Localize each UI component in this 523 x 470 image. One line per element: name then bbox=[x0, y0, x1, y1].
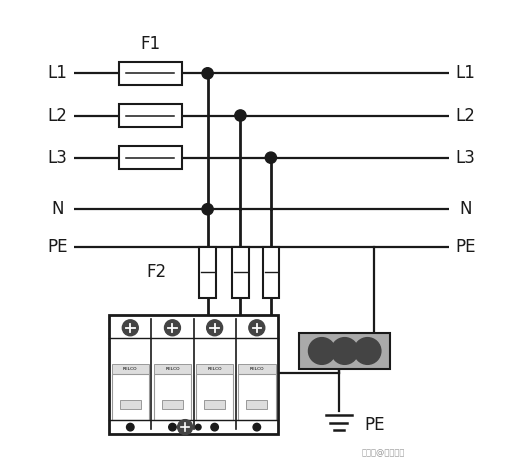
Circle shape bbox=[265, 152, 277, 163]
Circle shape bbox=[253, 423, 260, 431]
Bar bbox=[111, 364, 149, 375]
Text: RELCO: RELCO bbox=[208, 367, 222, 371]
Text: L2: L2 bbox=[48, 107, 67, 125]
Circle shape bbox=[202, 204, 213, 215]
Text: 搜狐号@聚能优电: 搜狐号@聚能优电 bbox=[361, 448, 405, 458]
Bar bbox=[196, 364, 233, 375]
Text: PE: PE bbox=[365, 416, 385, 434]
Text: RELCO: RELCO bbox=[165, 367, 180, 371]
Bar bbox=[119, 104, 182, 127]
Circle shape bbox=[354, 337, 381, 364]
Text: N: N bbox=[51, 200, 64, 218]
Bar bbox=[204, 400, 225, 409]
Bar bbox=[263, 247, 279, 298]
Text: L1: L1 bbox=[456, 64, 475, 82]
Text: L2: L2 bbox=[456, 107, 475, 125]
Circle shape bbox=[235, 110, 246, 121]
Text: L3: L3 bbox=[456, 149, 475, 167]
Circle shape bbox=[211, 423, 219, 431]
Bar bbox=[109, 314, 278, 434]
Bar bbox=[299, 333, 390, 368]
Bar bbox=[246, 400, 267, 409]
Bar bbox=[119, 62, 182, 85]
Text: L3: L3 bbox=[48, 149, 67, 167]
Bar bbox=[196, 375, 233, 420]
Text: PE: PE bbox=[455, 238, 475, 256]
Text: RELCO: RELCO bbox=[249, 367, 264, 371]
Circle shape bbox=[122, 320, 138, 336]
Bar bbox=[111, 375, 149, 420]
Text: F2: F2 bbox=[146, 264, 166, 282]
Circle shape bbox=[249, 320, 265, 336]
Text: N: N bbox=[459, 200, 472, 218]
Circle shape bbox=[196, 424, 201, 430]
Text: PE: PE bbox=[48, 238, 68, 256]
Bar bbox=[238, 375, 276, 420]
Bar bbox=[162, 400, 183, 409]
Bar bbox=[232, 247, 248, 298]
Bar bbox=[154, 375, 191, 420]
Bar bbox=[154, 364, 191, 375]
Circle shape bbox=[309, 337, 335, 364]
Bar bbox=[238, 364, 276, 375]
Bar bbox=[120, 400, 141, 409]
Circle shape bbox=[169, 423, 176, 431]
Circle shape bbox=[178, 420, 192, 435]
Circle shape bbox=[207, 320, 223, 336]
Circle shape bbox=[165, 320, 180, 336]
Circle shape bbox=[202, 68, 213, 79]
Bar bbox=[199, 247, 216, 298]
Text: L1: L1 bbox=[48, 64, 67, 82]
Circle shape bbox=[127, 423, 134, 431]
Text: RELCO: RELCO bbox=[123, 367, 138, 371]
Text: F1: F1 bbox=[140, 35, 160, 53]
Circle shape bbox=[332, 337, 358, 364]
Bar bbox=[119, 147, 182, 169]
